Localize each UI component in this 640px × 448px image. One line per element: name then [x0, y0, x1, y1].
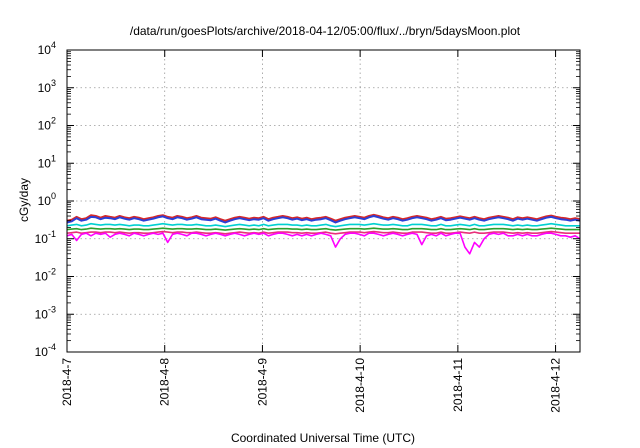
- y-tick-base: 10: [38, 119, 52, 133]
- y-tick-exponent: -3: [48, 304, 56, 314]
- series-line-3: [66, 222, 580, 228]
- y-tick-label: 10-2: [35, 267, 56, 284]
- y-tick-label: 102: [38, 116, 56, 133]
- y-tick-base: 10: [38, 194, 52, 208]
- y-tick-exponent: -1: [48, 229, 56, 239]
- series-group: [66, 213, 581, 255]
- y-tick-exponent: 1: [51, 153, 56, 163]
- y-tick-label: 101: [38, 153, 56, 170]
- y-tick-label: 10-4: [35, 342, 56, 359]
- y-tick-label: 100: [38, 191, 56, 208]
- series-line-4: [66, 227, 580, 231]
- chart-title: /data/run/goesPlots/archive/2018-04-12/0…: [130, 24, 521, 38]
- y-tick-base: 10: [38, 81, 52, 95]
- series-line-6: [66, 232, 581, 255]
- y-tick-exponent: -4: [48, 342, 56, 352]
- y-tick-base: 10: [38, 156, 52, 170]
- x-axis: 2018-4-7 2018-4-8 2018-4-9 2018-4-10 2018-4-…: [60, 50, 563, 413]
- y-axis-label: cGy/day: [17, 178, 31, 222]
- series-line-2: [66, 215, 581, 224]
- y-tick-base: 10: [38, 43, 52, 57]
- y-tick-label: 10-3: [35, 304, 56, 321]
- y-tick-exponent: -2: [48, 267, 56, 277]
- grid: [67, 50, 580, 352]
- x-tick-label: 2018-4-8: [158, 358, 172, 406]
- x-tick-label: 2018-4-11: [451, 358, 465, 412]
- y-tick-label: 103: [38, 78, 56, 95]
- y-tick-exponent: 2: [51, 116, 56, 126]
- y-tick-base: 10: [35, 307, 49, 321]
- y-tick-base: 10: [35, 270, 49, 284]
- series-line-1: [66, 213, 581, 222]
- x-tick-label: 2018-4-10: [353, 358, 367, 413]
- x-tick-label: 2018-4-9: [255, 358, 269, 406]
- x-axis-label: Coordinated Universal Time (UTC): [231, 431, 415, 445]
- y-tick-base: 10: [35, 232, 49, 246]
- y-tick-label: 104: [38, 40, 56, 57]
- y-tick-label: 10-1: [35, 229, 56, 246]
- y-tick-exponent: 0: [51, 191, 56, 201]
- y-tick-base: 10: [35, 345, 49, 359]
- y-tick-exponent: 4: [51, 40, 56, 50]
- y-tick-exponent: 3: [51, 78, 56, 88]
- x-tick-label: 2018-4-12: [549, 358, 563, 413]
- x-tick-label: 2018-4-7: [60, 358, 74, 406]
